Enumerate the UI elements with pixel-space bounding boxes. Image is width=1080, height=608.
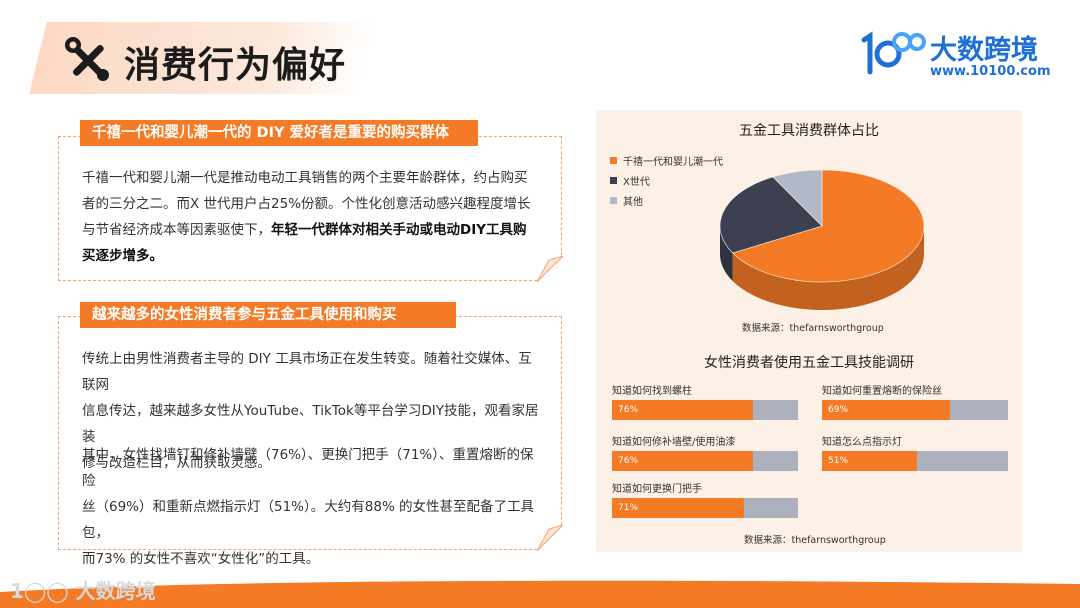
highlight-text: 买逐步增多。 <box>82 248 163 264</box>
legend-item: 千禧一代和婴儿潮一代 <box>610 150 723 170</box>
legend-item: 其他 <box>610 190 723 210</box>
skill-item: 知道如何修补墙壁/使用油漆 76% <box>612 433 798 471</box>
highlight-text: 年轻一代群体对相关手动或电动DIY工具购 <box>271 222 527 238</box>
skill-bar-track: 69% <box>822 400 1008 420</box>
skill-label: 知道如何找到螺柱 <box>612 386 692 397</box>
pie-side-0 <box>732 226 924 310</box>
skill-value-label: 71% <box>618 503 639 513</box>
pie-legend: 千禧一代和婴儿潮一代 X世代 其他 <box>610 150 723 210</box>
skill-bar-fill <box>612 400 754 420</box>
bar-chart-title: 女性消费者使用五金工具技能调研 <box>704 355 914 371</box>
section-heading-women: 越来越多的女性消费者参与五金工具使用和购买 <box>80 302 456 328</box>
skill-label: 知道怎么点指示灯 <box>822 437 902 448</box>
skill-label: 知道如何修补墙壁/使用油漆 <box>612 437 736 448</box>
legend-item: X世代 <box>610 170 723 190</box>
skill-label: 知道如何更换门把手 <box>612 484 702 495</box>
skill-item: 知道如何更换门把手 71% <box>612 480 798 518</box>
page-title: 消费行为偏好 <box>124 45 347 86</box>
section2-paragraph-1: 传统上由男性消费者主导的 DIY 工具市场正在发生转变。随着社交媒体、互联网 信… <box>82 351 539 471</box>
skill-bar-fill <box>612 498 745 518</box>
legend-swatch-1 <box>610 176 617 184</box>
bar-source: 数据来源：thefarnsworthgroup <box>744 535 886 546</box>
brand-logo: 大数跨境 www.10100.com <box>858 28 1051 84</box>
section1-paragraph: 千禧一代和婴儿潮一代是推动电动工具销售的两个主要年龄群体，约占购买 者的三分之二… <box>82 165 532 269</box>
footer-logo: 1◯◯ 大数跨境 <box>10 579 156 603</box>
tools-icon <box>65 37 109 81</box>
pie-chart <box>719 169 925 310</box>
skill-bar-track: 71% <box>612 498 798 518</box>
page-fold-icon <box>537 256 563 282</box>
skill-value-label: 51% <box>828 456 849 466</box>
skill-bar-track: 51% <box>822 451 1008 471</box>
skill-bar-track: 76% <box>612 400 798 420</box>
skill-bar-fill <box>612 451 754 471</box>
skill-bar-track: 76% <box>612 451 798 471</box>
section2-paragraph-2: 其中，女性找墙钉和修补墙壁（76%）、更换门把手（71%）、重置熔断的保险 丝（… <box>82 447 535 567</box>
section-heading-millennials: 千禧一代和婴儿潮一代的 DIY 爱好者是重要的购买群体 <box>80 120 478 146</box>
skill-item: 知道如何重置熔断的保险丝 69% <box>822 382 1008 420</box>
pie-side-1 <box>720 226 733 281</box>
info-card-women <box>58 316 563 551</box>
pie-slice-2 <box>772 169 823 227</box>
legend-swatch-0 <box>610 156 617 164</box>
brand-mark-icon <box>861 31 926 75</box>
footer-logo-mark-icon: 1◯◯ <box>10 579 76 603</box>
page-fold-icon <box>537 525 563 551</box>
brand-url[interactable]: www.10100.com <box>930 64 1051 79</box>
info-card-millennials <box>58 136 563 282</box>
skill-item: 知道怎么点指示灯 51% <box>822 433 1008 471</box>
skill-bar-fill <box>822 451 917 471</box>
skill-value-label: 76% <box>618 456 639 466</box>
skill-value-label: 76% <box>618 405 639 415</box>
pie-slice-1 <box>719 176 823 254</box>
legend-swatch-2 <box>610 196 617 204</box>
brand-name: 大数跨境 <box>930 35 1038 66</box>
pie-slice-0 <box>732 169 925 283</box>
footer-wave <box>0 580 1080 608</box>
pie-source: 数据来源：thefarnsworthgroup <box>742 323 884 334</box>
pie-chart-title: 五金工具消费群体占比 <box>739 123 879 139</box>
skill-bar-fill <box>822 400 951 420</box>
skill-label: 知道如何重置熔断的保险丝 <box>822 386 942 397</box>
skill-value-label: 69% <box>828 405 849 415</box>
skill-item: 知道如何找到螺柱 76% <box>612 382 798 420</box>
